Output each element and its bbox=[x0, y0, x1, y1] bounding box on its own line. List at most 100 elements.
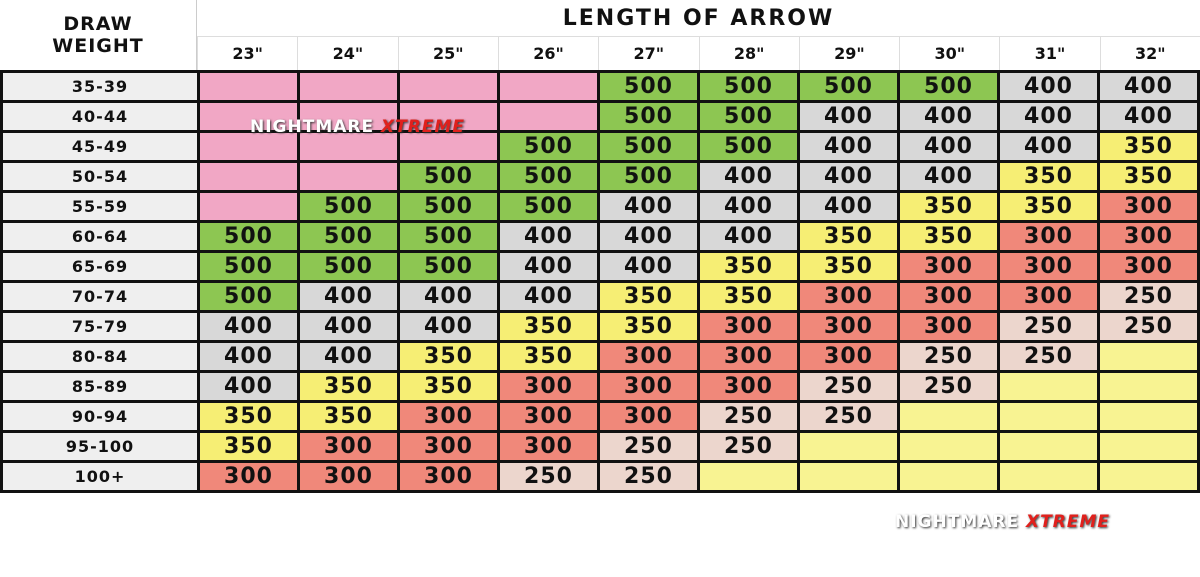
draw-weight-cell: 90-94 bbox=[0, 400, 200, 433]
spine-cell: 300 bbox=[697, 310, 800, 343]
spine-cell: 300 bbox=[397, 400, 500, 433]
spine-cell: 300 bbox=[597, 370, 700, 403]
draw-weight-cell: 80-84 bbox=[0, 340, 200, 373]
spine-cell: 400 bbox=[797, 190, 900, 223]
spine-cell: 500 bbox=[597, 70, 700, 103]
spine-cell: 250 bbox=[1097, 280, 1200, 313]
spine-cell: 300 bbox=[1097, 220, 1200, 253]
spine-cell: 500 bbox=[897, 70, 1000, 103]
spine-cell: 350 bbox=[297, 370, 400, 403]
spine-cell: 350 bbox=[297, 400, 400, 433]
spine-cell: 300 bbox=[597, 400, 700, 433]
table-row: 85-89 400 350 350 300 300 300 250 250 bbox=[0, 370, 1200, 403]
spine-cell bbox=[797, 430, 900, 463]
spine-cell: 300 bbox=[897, 250, 1000, 283]
draw-weight-cell: 50-54 bbox=[0, 160, 200, 193]
spine-cell: 250 bbox=[597, 430, 700, 463]
spine-cell: 350 bbox=[797, 220, 900, 253]
watermark-part2: XTREME bbox=[1026, 512, 1110, 532]
spine-cell: 500 bbox=[397, 220, 500, 253]
weight-label: WEIGHT bbox=[52, 35, 144, 57]
spine-cell: 500 bbox=[697, 100, 800, 133]
spine-cell: 500 bbox=[197, 280, 300, 313]
spine-cell bbox=[397, 130, 500, 163]
spine-cell: 400 bbox=[197, 310, 300, 343]
spine-cell: 350 bbox=[397, 340, 500, 373]
table-row: 75-79 400 400 400 350 350 300 300 300 250 250 bbox=[0, 310, 1200, 343]
draw-weight-cell: 35-39 bbox=[0, 70, 200, 103]
spine-cell: 300 bbox=[497, 400, 600, 433]
spine-cell: 400 bbox=[297, 310, 400, 343]
spine-cell: 250 bbox=[797, 370, 900, 403]
draw-weight-cell: 40-44 bbox=[0, 100, 200, 133]
spine-cell: 350 bbox=[897, 190, 1000, 223]
spine-cell: 250 bbox=[997, 310, 1100, 343]
spine-cell: 350 bbox=[997, 160, 1100, 193]
spine-cell bbox=[897, 400, 1000, 433]
spine-cell bbox=[497, 70, 600, 103]
spine-cell: 300 bbox=[997, 280, 1100, 313]
spine-cell: 500 bbox=[597, 130, 700, 163]
draw-weight-cell: 45-49 bbox=[0, 130, 200, 163]
spine-cell: 500 bbox=[297, 190, 400, 223]
spine-cell: 400 bbox=[797, 130, 900, 163]
table-row: 40-44 500 500 400 400 400 400 bbox=[0, 100, 1200, 133]
spine-cell: 300 bbox=[997, 250, 1100, 283]
spine-cell: 350 bbox=[797, 250, 900, 283]
table-row: 95-100 350 300 300 300 250 250 bbox=[0, 430, 1200, 463]
column-header: 30" bbox=[899, 37, 999, 70]
spine-cell: 300 bbox=[997, 220, 1100, 253]
spine-cell: 400 bbox=[297, 280, 400, 313]
spine-cell: 400 bbox=[797, 160, 900, 193]
table-row: 90-94 350 350 300 300 300 250 250 bbox=[0, 400, 1200, 433]
table-row: 65-69 500 500 500 400 400 350 350 300 300 300 bbox=[0, 250, 1200, 283]
draw-weight-cell: 60-64 bbox=[0, 220, 200, 253]
spine-cell: 400 bbox=[297, 340, 400, 373]
spine-cell: 300 bbox=[697, 340, 800, 373]
spine-cell bbox=[297, 160, 400, 193]
column-header: 23" bbox=[197, 37, 297, 70]
spine-cell: 500 bbox=[597, 100, 700, 133]
table-row: 100+ 300 300 300 250 250 bbox=[0, 460, 1200, 493]
spine-cell: 350 bbox=[1097, 160, 1200, 193]
spine-cell: 350 bbox=[997, 190, 1100, 223]
spine-cell bbox=[997, 370, 1100, 403]
spine-cell: 400 bbox=[397, 280, 500, 313]
spine-cell: 500 bbox=[497, 130, 600, 163]
spine-cell: 400 bbox=[697, 220, 800, 253]
spine-cell: 400 bbox=[497, 220, 600, 253]
spine-cell bbox=[197, 70, 300, 103]
spine-cell: 400 bbox=[197, 370, 300, 403]
spine-cell: 500 bbox=[597, 160, 700, 193]
table-row: 70-74 500 400 400 400 350 350 300 300 300 250 bbox=[0, 280, 1200, 313]
column-header: 25" bbox=[397, 37, 498, 70]
spine-cell: 400 bbox=[397, 310, 500, 343]
spine-cell bbox=[197, 130, 300, 163]
spine-cell: 350 bbox=[197, 430, 300, 463]
watermark-part1: NIGHTMARE bbox=[895, 512, 1020, 532]
draw-weight-cell: 95-100 bbox=[0, 430, 200, 463]
spine-cell: 250 bbox=[897, 340, 1000, 373]
spine-cell: 400 bbox=[697, 160, 800, 193]
watermark-logo-2: NIGHTMARE XTREME bbox=[895, 512, 1110, 532]
spine-cell: 300 bbox=[797, 280, 900, 313]
spine-cell: 350 bbox=[597, 310, 700, 343]
draw-weight-cell: 85-89 bbox=[0, 370, 200, 403]
spine-cell: 350 bbox=[697, 250, 800, 283]
spine-cell: 300 bbox=[1097, 250, 1200, 283]
spine-cell: 500 bbox=[197, 250, 300, 283]
spine-cell: 400 bbox=[897, 160, 1000, 193]
table-row: 80-84 400 400 350 350 300 300 300 250 250 bbox=[0, 340, 1200, 373]
table-row: 55-59 500 500 500 400 400 400 350 350 300 bbox=[0, 190, 1200, 223]
spine-cell: 300 bbox=[197, 460, 300, 493]
spine-cell: 350 bbox=[1097, 130, 1200, 163]
spine-cell: 300 bbox=[797, 310, 900, 343]
spine-cell bbox=[497, 100, 600, 133]
draw-weight-cell: 55-59 bbox=[0, 190, 200, 223]
spine-cell: 400 bbox=[497, 250, 600, 283]
spine-cell bbox=[397, 70, 500, 103]
spine-cell bbox=[197, 100, 300, 133]
spine-cell: 250 bbox=[897, 370, 1000, 403]
spine-cell bbox=[1097, 340, 1200, 373]
spine-cell: 500 bbox=[697, 70, 800, 103]
